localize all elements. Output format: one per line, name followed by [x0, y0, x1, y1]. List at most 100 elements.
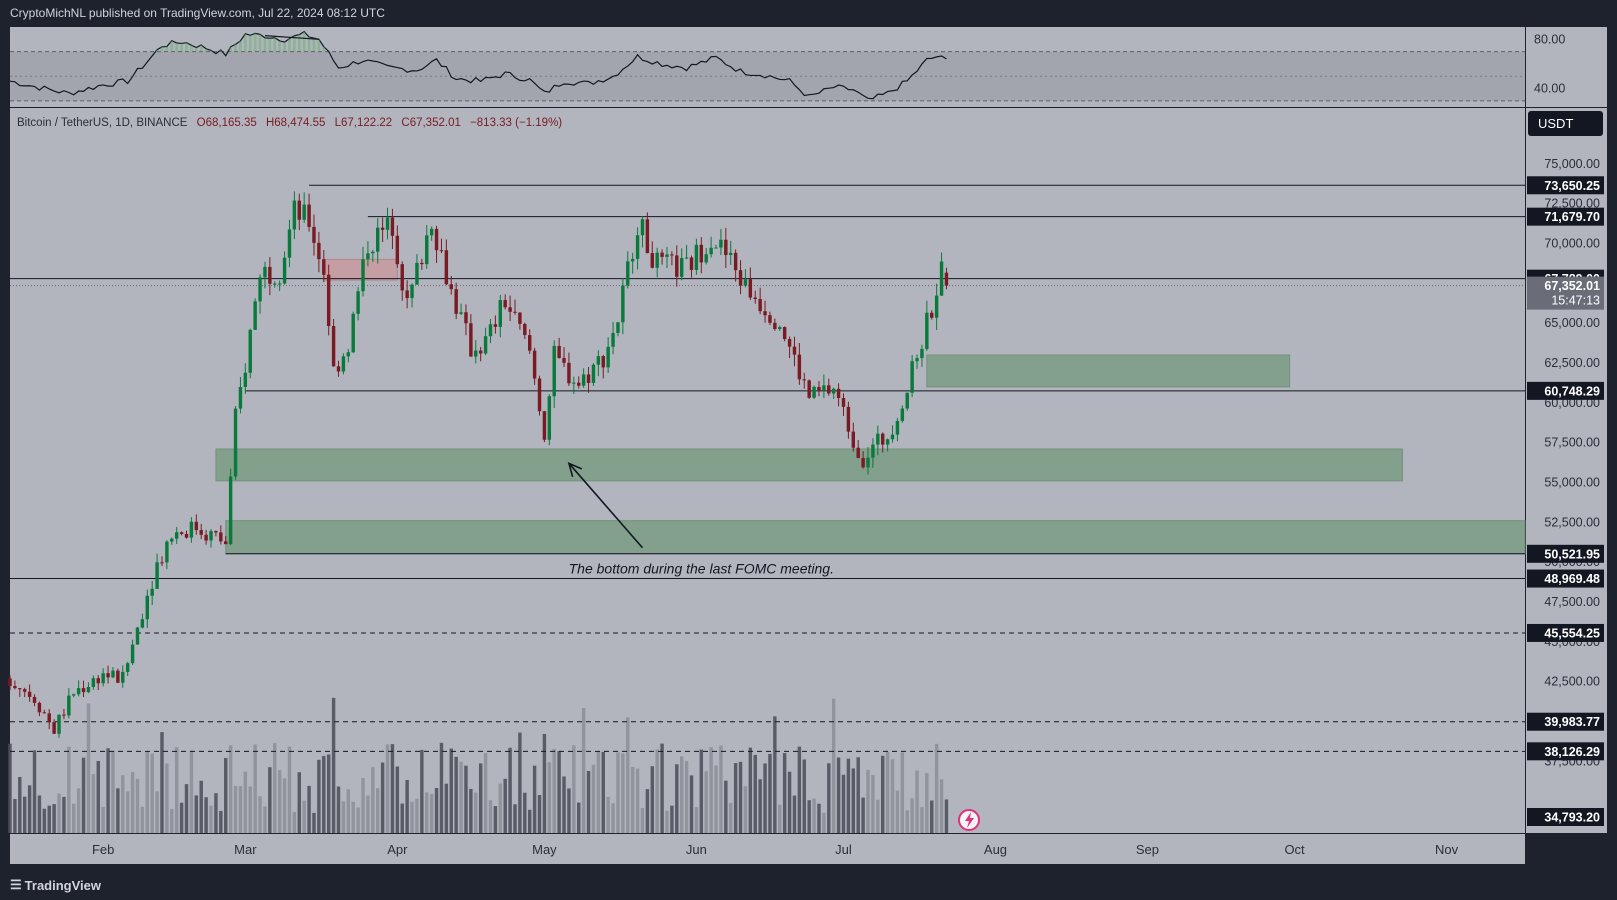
volume-bar: [831, 698, 836, 833]
candle-body: [591, 364, 596, 383]
candle-body: [493, 324, 498, 327]
candle-body: [827, 385, 831, 394]
candle-body: [616, 322, 620, 333]
volume-bar: [194, 795, 199, 833]
volume-bar: [37, 795, 42, 833]
candle-body: [782, 327, 787, 340]
candle-body: [807, 380, 811, 398]
candle-body: [483, 336, 488, 354]
volume-bar: [621, 753, 625, 833]
price-axis[interactable]: [1526, 27, 1607, 833]
candle-body: [268, 266, 272, 284]
candle-body: [679, 258, 684, 277]
volume-bar: [385, 744, 390, 833]
level-tag: [1527, 623, 1604, 642]
volume-bar: [733, 763, 738, 833]
candle-body: [474, 350, 478, 357]
candle-body: [552, 345, 556, 397]
volume-bar: [915, 770, 919, 833]
volume-bar: [366, 795, 370, 833]
candle-body: [380, 227, 385, 230]
annotation-arrow-head: [567, 461, 583, 478]
volume-bar: [611, 803, 615, 833]
candle-body: [704, 254, 708, 263]
candle-body: [189, 521, 194, 538]
candle-body: [768, 315, 772, 323]
candle-body: [292, 200, 297, 230]
low-value: L67,122.22: [335, 117, 393, 129]
candle-body: [76, 688, 81, 695]
candle-body: [743, 279, 748, 286]
volume-bar: [243, 771, 248, 833]
volume-bar: [317, 759, 321, 833]
volume-bar: [390, 744, 395, 833]
candle-body: [209, 531, 213, 541]
candle-body: [817, 386, 821, 391]
volume-bar: [581, 707, 586, 833]
candle-body: [425, 235, 429, 265]
volume-bar: [47, 805, 51, 833]
candle-body: [253, 301, 257, 330]
candle-body: [326, 274, 331, 327]
candle-body: [27, 691, 32, 697]
volume-bar: [415, 798, 419, 833]
footer-brand: ☰ TradingView: [10, 877, 101, 893]
time-tick-label: Aug: [984, 842, 1007, 857]
volume-bar: [498, 783, 503, 833]
volume-bar: [920, 807, 924, 833]
volume-bar: [52, 804, 56, 833]
candle-body: [900, 408, 905, 421]
time-axis[interactable]: [10, 834, 1525, 864]
candle-body: [160, 562, 164, 564]
level-tag: [1527, 742, 1604, 761]
candle-body: [601, 356, 605, 368]
volume-bar: [91, 774, 96, 833]
volume-bar: [586, 770, 591, 833]
rsi-divergence-line: [264, 35, 319, 40]
candle-body: [562, 358, 566, 363]
close-value: C67,352.01: [401, 117, 460, 129]
volume-bar: [684, 761, 689, 833]
volume-bar: [273, 743, 277, 833]
demand-zone: [225, 520, 1526, 555]
volume-bar: [62, 796, 66, 833]
candle-body: [125, 663, 130, 672]
price-tick-label: 72,500.00: [1544, 197, 1600, 211]
level-tag: [1527, 544, 1604, 563]
candle-body: [224, 541, 228, 545]
replay-icon[interactable]: [958, 809, 980, 831]
candle-body: [944, 272, 949, 286]
candle-body: [714, 247, 718, 249]
volume-bar: [444, 783, 449, 833]
publisher-caption: CryptoMichNL published on TradingView.co…: [10, 6, 385, 20]
candle-body: [52, 722, 56, 734]
candle-body: [930, 312, 934, 318]
volume-bar: [282, 778, 287, 833]
candle-body: [91, 678, 96, 687]
candles: [8, 191, 949, 738]
candle-body: [179, 532, 184, 534]
candle-body: [351, 313, 355, 353]
candle-body: [429, 228, 434, 236]
candle-body: [518, 312, 522, 324]
candle-body: [199, 530, 203, 535]
candle-body: [204, 534, 208, 541]
volume-bar: [778, 804, 782, 833]
annotation-text: The bottom during the last FOMC meeting.: [569, 560, 834, 576]
candle-body: [606, 346, 610, 368]
volume-bar: [905, 810, 909, 833]
volume-bar: [542, 733, 547, 833]
volume-bar: [160, 732, 164, 833]
high-value: H68,474.55: [266, 117, 325, 129]
volume-bar: [425, 792, 429, 833]
volume-bar: [748, 747, 753, 833]
currency-button[interactable]: USDT: [1528, 111, 1603, 136]
volume-bar: [464, 765, 468, 833]
candle-body: [385, 217, 390, 230]
candle-body: [812, 386, 816, 398]
candle-body: [184, 533, 189, 538]
level-tag: [1527, 381, 1604, 400]
candle-body: [439, 250, 444, 252]
volume-bar: [488, 800, 493, 833]
